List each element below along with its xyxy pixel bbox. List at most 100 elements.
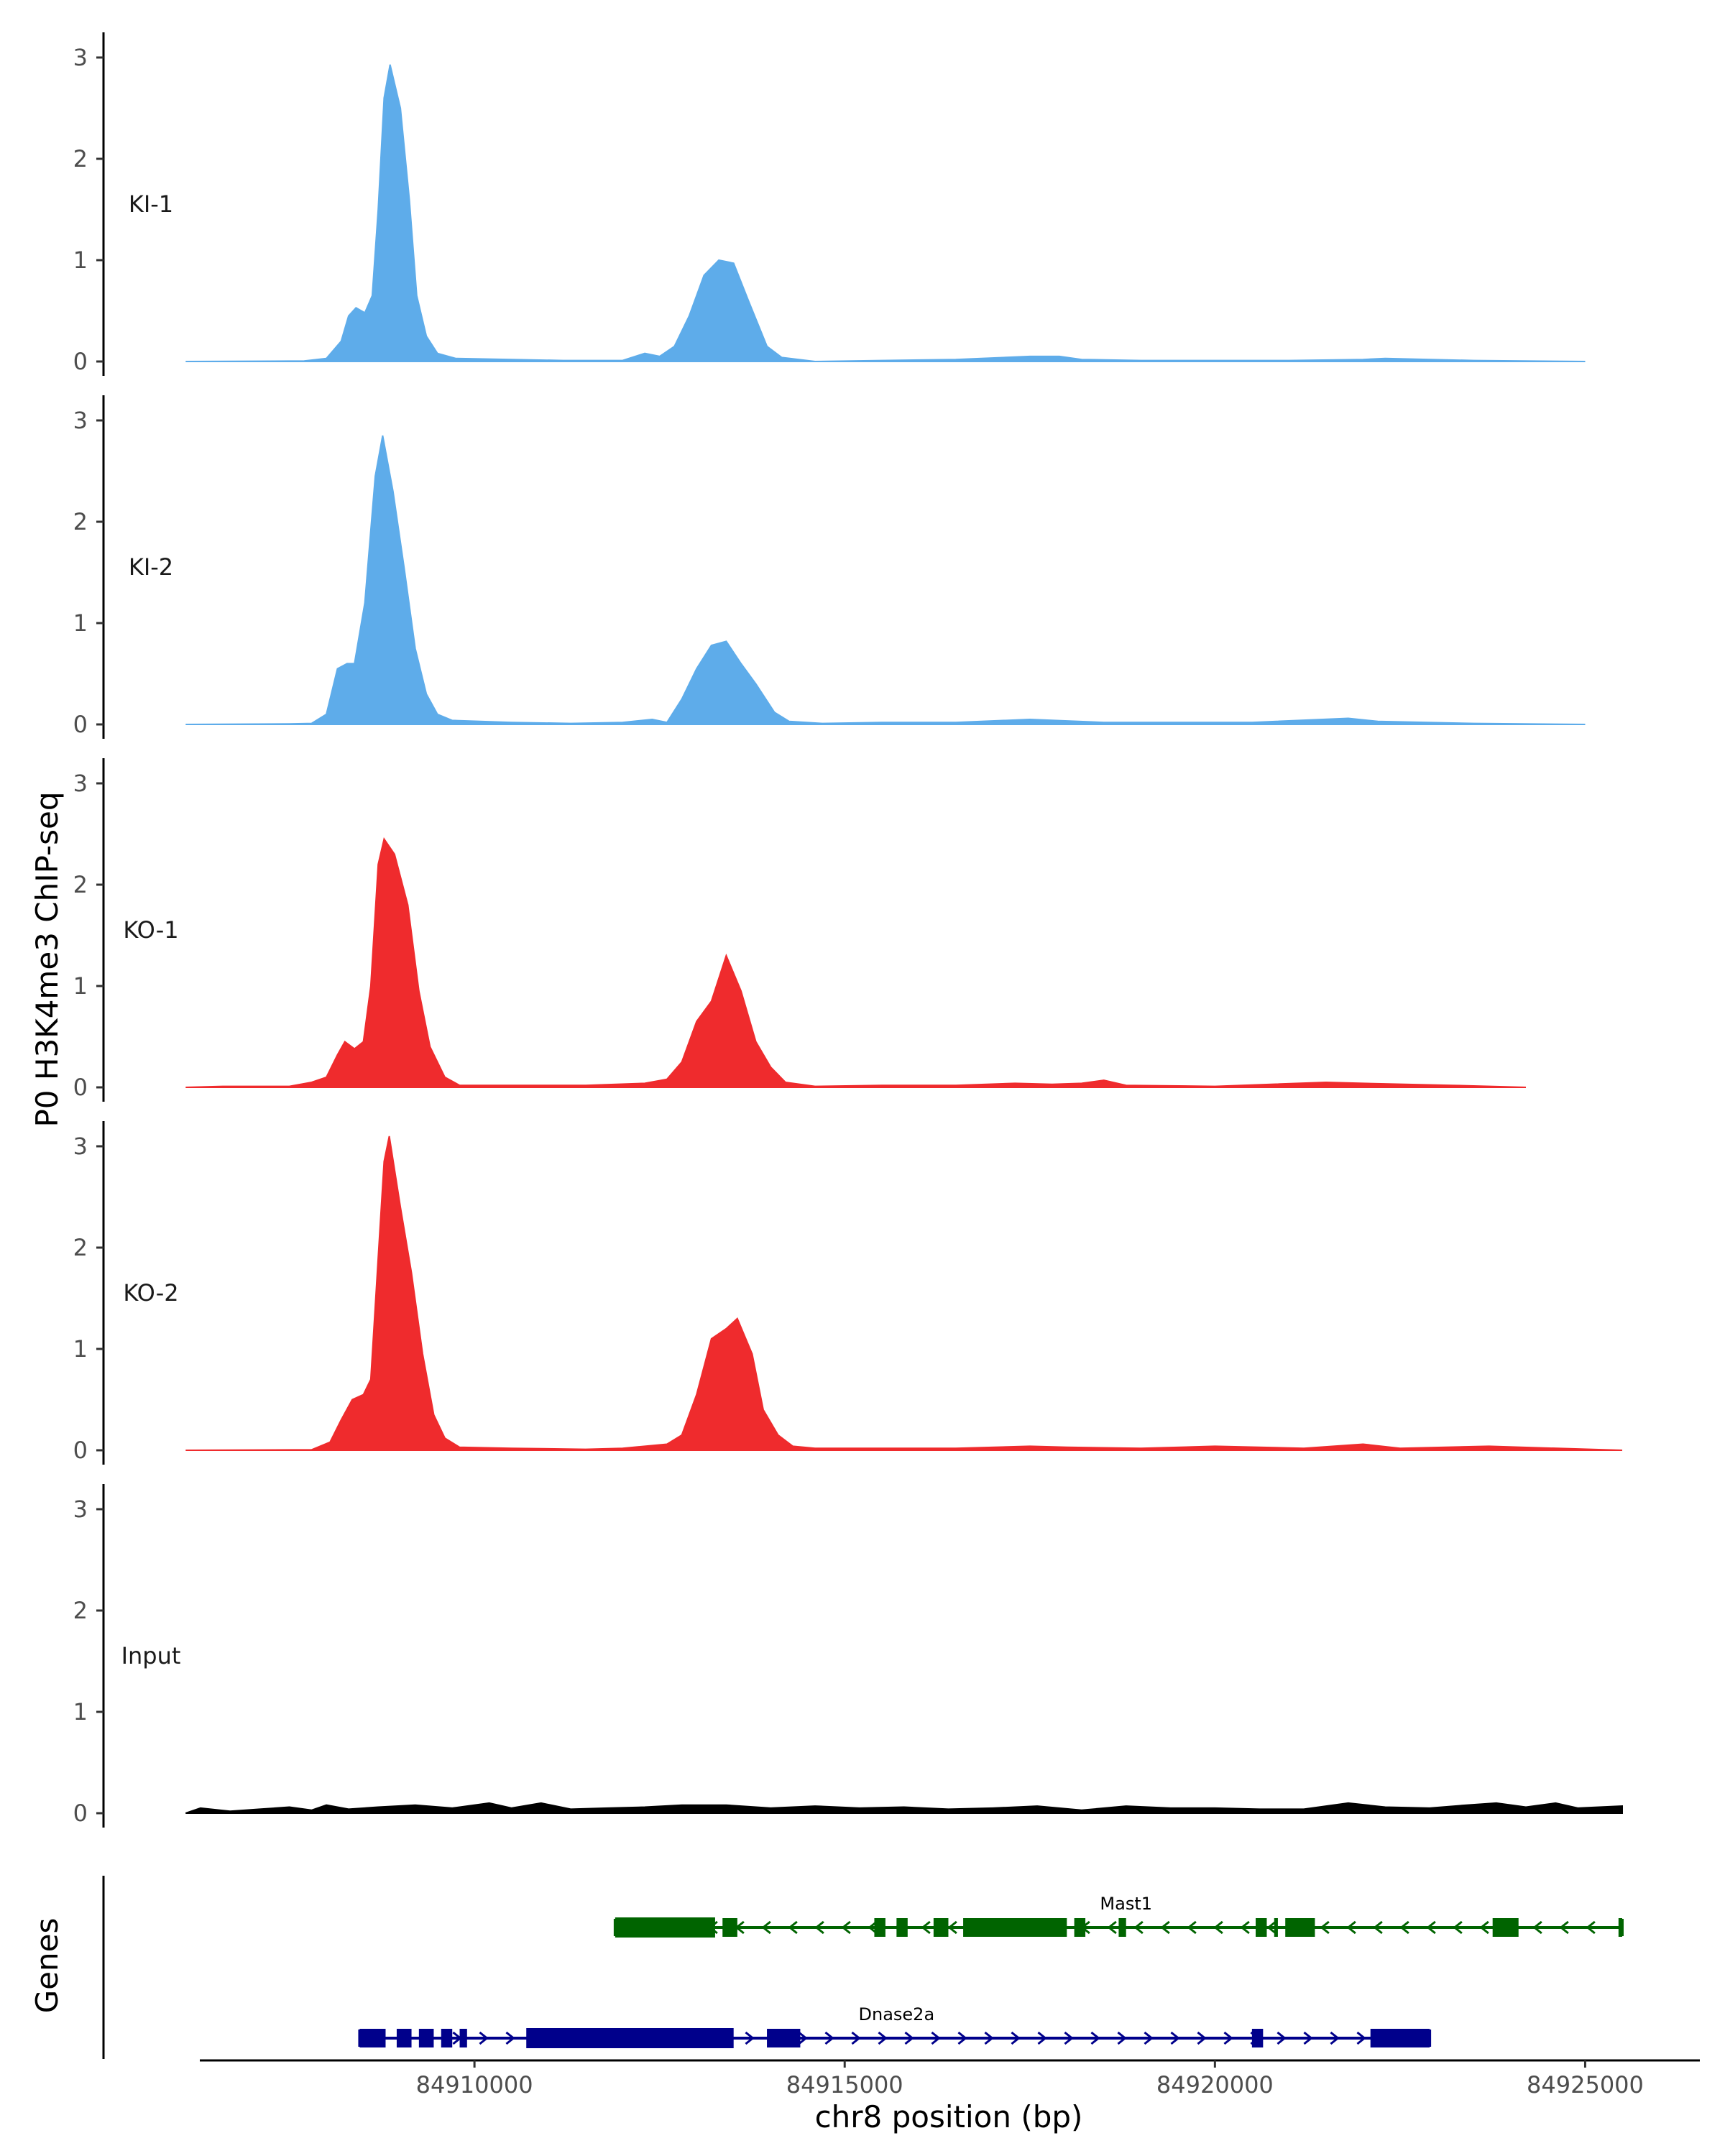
strand-arrow xyxy=(814,1920,824,1935)
x-tick-label: 84925000 xyxy=(1527,2071,1644,2099)
strand-arrow xyxy=(1586,1920,1596,1935)
track-ki-2: 0 1 2 3 KI-2 xyxy=(73,395,1586,739)
gene-exon xyxy=(896,1918,908,1937)
strand-arrow xyxy=(1160,1920,1170,1935)
strand-arrow xyxy=(921,1920,931,1935)
gene-exon xyxy=(1074,1918,1086,1937)
track-label: KO-1 xyxy=(123,916,178,944)
y-tick-label: 3 xyxy=(73,407,88,434)
coverage-tracks: 0 1 2 3 KI-1 0 1 2 3 KI-2 0 1 2 3 KO-1 0 1 2 3 KO-2 0 1 2 3 Inpu… xyxy=(73,32,1623,1828)
gene-coding-block xyxy=(615,1917,715,1938)
strand-arrow xyxy=(761,1920,771,1935)
strand-arrow xyxy=(851,2031,861,2045)
coverage-area-ki-1 xyxy=(185,64,1586,363)
track-label: Input xyxy=(121,1642,181,1669)
y-tick-label: 3 xyxy=(73,1496,88,1523)
strand-arrow xyxy=(1213,1920,1223,1935)
gene-exon xyxy=(1251,2029,1264,2047)
strand-arrow xyxy=(1479,1920,1489,1935)
gene-exon xyxy=(963,1918,1067,1937)
strand-arrow xyxy=(984,2031,994,2045)
x-axis: 84910000 84915000 84920000 84925000 xyxy=(200,2059,1700,2099)
strand-arrow xyxy=(1320,1920,1330,1935)
track-ko-2: 0 1 2 3 KO-2 xyxy=(73,1121,1623,1465)
y-tick-label: 2 xyxy=(73,1597,88,1624)
strand-arrow xyxy=(1223,2031,1233,2045)
coverage-area-ko-1 xyxy=(185,837,1527,1088)
y-tick-label: 1 xyxy=(73,972,88,1000)
track-ki-1: 0 1 2 3 KI-1 xyxy=(73,32,1586,376)
gene-exon xyxy=(874,1918,886,1937)
gene-exon xyxy=(396,2029,412,2047)
x-axis-title: chr8 position (bp) xyxy=(815,2099,1083,2134)
gene-exon xyxy=(418,2029,434,2047)
y-tick-label: 1 xyxy=(73,609,88,637)
y-tick-label: 0 xyxy=(73,348,88,375)
strand-arrow xyxy=(947,1920,957,1935)
strand-arrow xyxy=(878,2031,888,2045)
gene-exon xyxy=(459,2029,467,2047)
y-tick-label: 0 xyxy=(73,711,88,738)
gene-exon xyxy=(1256,1918,1267,1937)
coverage-area-input xyxy=(185,1802,1623,1814)
strand-arrow xyxy=(1090,2031,1100,2045)
strand-arrow xyxy=(1330,2031,1340,2045)
track-label: KI-1 xyxy=(129,190,173,218)
strand-arrow xyxy=(1356,2031,1366,2045)
track-ko-1: 0 1 2 3 KO-1 xyxy=(73,758,1527,1102)
gene-exon xyxy=(441,2029,453,2047)
x-tick-label: 84910000 xyxy=(416,2071,533,2099)
strand-arrow xyxy=(1266,1920,1276,1935)
coverage-area-ki-2 xyxy=(185,435,1586,725)
strand-arrow xyxy=(1107,1920,1117,1935)
y-tick-label: 0 xyxy=(73,1437,88,1464)
strand-arrow xyxy=(1187,1920,1197,1935)
strand-arrow xyxy=(1144,2031,1154,2045)
x-tick-label: 84920000 xyxy=(1156,2071,1274,2099)
strand-arrow xyxy=(745,2031,755,2045)
strand-arrow xyxy=(1276,2031,1287,2045)
y-tick-label: 2 xyxy=(73,508,88,535)
gene-exon xyxy=(359,2029,386,2047)
gene-exon xyxy=(722,1918,737,1937)
strand-arrow xyxy=(479,2031,489,2045)
gene-coding-block xyxy=(526,2028,734,2048)
y-tick-label: 2 xyxy=(73,871,88,898)
x-tick-label: 84915000 xyxy=(786,2071,903,2099)
gene-exon xyxy=(1285,1918,1315,1937)
genes-axis-title: Genes xyxy=(29,1918,65,2014)
y-tick-label: 1 xyxy=(73,1335,88,1363)
strand-arrow xyxy=(1170,2031,1180,2045)
gene-model-mast1: Mast1 xyxy=(613,1894,1624,1938)
strand-arrow xyxy=(957,2031,967,2045)
strand-arrow xyxy=(1399,1920,1409,1935)
y-tick-label: 1 xyxy=(73,1698,88,1726)
strand-arrow xyxy=(1240,1920,1250,1935)
strand-arrow xyxy=(1064,2031,1074,2045)
strand-arrow xyxy=(788,1920,798,1935)
y-tick-label: 2 xyxy=(73,145,88,172)
strand-arrow xyxy=(1373,1920,1383,1935)
strand-arrow xyxy=(1453,1920,1463,1935)
y-tick-label: 1 xyxy=(73,247,88,274)
strand-arrow xyxy=(1532,1920,1542,1935)
strand-arrow xyxy=(1133,1920,1144,1935)
gene-model-dnase2a: Dnase2a xyxy=(358,2004,1432,2048)
y-tick-label: 2 xyxy=(73,1234,88,1261)
strand-arrow xyxy=(1426,1920,1436,1935)
y-tick-label: 3 xyxy=(73,1133,88,1160)
y-tick-label: 0 xyxy=(73,1074,88,1101)
strand-arrow xyxy=(1303,2031,1313,2045)
strand-arrow xyxy=(1559,1920,1569,1935)
track-label: KO-2 xyxy=(123,1279,178,1307)
gene-exon xyxy=(767,2029,801,2047)
strand-arrow xyxy=(931,2031,941,2045)
gene-exon xyxy=(933,1918,949,1937)
strand-arrow xyxy=(1346,1920,1356,1935)
strand-arrow xyxy=(1037,2031,1047,2045)
y-tick-label: 3 xyxy=(73,770,88,797)
gene-exon xyxy=(1274,1918,1278,1937)
y-axis-title: P0 H3K4me3 ChIP-seq xyxy=(29,791,65,1127)
gene-exon xyxy=(1370,2029,1430,2047)
